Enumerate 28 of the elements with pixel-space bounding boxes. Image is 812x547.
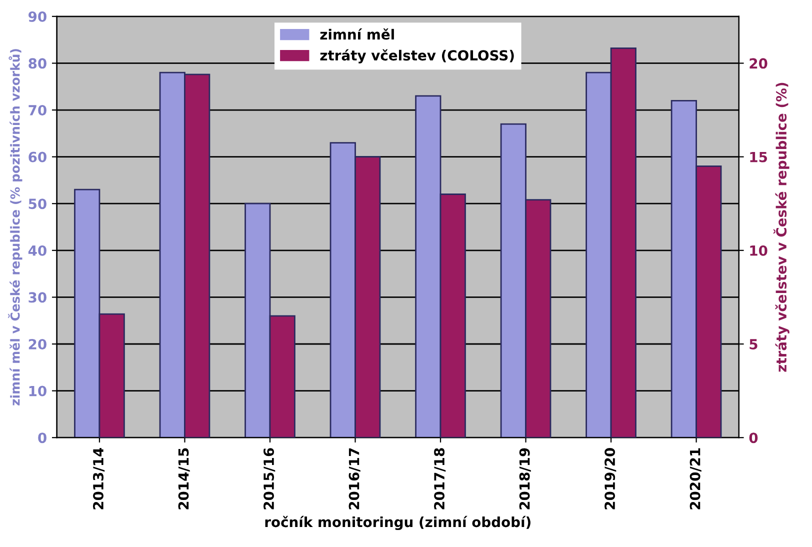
- y2-tick-label: 0: [749, 432, 758, 444]
- x-tick-label: 2020/21: [690, 448, 702, 510]
- y-tick-label: 40: [28, 245, 46, 256]
- x-tick-label: 2015/16: [264, 448, 276, 510]
- y-tick-label: 80: [28, 58, 46, 69]
- x-tick-label: 2019/20: [604, 448, 616, 510]
- x-tick-label: 2018/19: [519, 448, 531, 510]
- y-tick-label: 50: [28, 198, 46, 210]
- x-tick-label: 2017/18: [434, 448, 446, 510]
- x-tick-label: 2013/14: [92, 448, 105, 510]
- x-tick-label: 2016/17: [348, 448, 360, 510]
- y-tick-label: 30: [28, 292, 46, 303]
- legend-label: zimní měl: [320, 28, 394, 40]
- y2-tick-label: 10: [750, 245, 768, 256]
- y-axis-title: zimní měl v České republice (% pozitivních vzorků): [8, 49, 22, 406]
- y2-tick-label: 20: [750, 58, 768, 69]
- y2-tick-label: 5: [750, 339, 758, 350]
- legend-label: ztráty včelstev (COLOSS): [320, 49, 514, 64]
- y-tick-label: 0: [38, 432, 46, 444]
- y2-tick-label: 15: [750, 152, 767, 162]
- y-tick-label: 70: [28, 104, 46, 116]
- y-tick-label: 10: [29, 386, 46, 396]
- y-tick-label: 20: [28, 338, 46, 350]
- x-axis-title: ročník monitoringu (zimní období): [265, 516, 530, 530]
- y2-axis-title: ztráty včelstev v České republice (%): [774, 82, 790, 372]
- y-tick-label: 60: [28, 152, 46, 162]
- x-tick-label: 2014/15: [178, 448, 190, 510]
- y-tick-label: 90: [28, 11, 46, 22]
